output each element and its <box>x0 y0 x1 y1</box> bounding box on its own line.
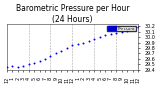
Point <box>131 28 134 30</box>
Point <box>126 30 128 31</box>
Point <box>88 40 90 42</box>
Point <box>71 45 74 46</box>
Point <box>49 55 52 57</box>
Point <box>137 27 139 28</box>
Point <box>66 47 68 49</box>
Point <box>76 43 79 44</box>
Point <box>104 35 106 36</box>
Point <box>33 62 35 63</box>
Point <box>38 60 41 62</box>
Point <box>55 53 57 54</box>
Point <box>11 65 13 67</box>
Title: Barometric Pressure per Hour
(24 Hours): Barometric Pressure per Hour (24 Hours) <box>16 4 129 24</box>
Point <box>120 31 123 32</box>
Point <box>115 32 117 33</box>
Point <box>22 66 24 67</box>
Point <box>82 42 85 43</box>
Point <box>5 66 8 68</box>
Legend: Pressure: Pressure <box>107 26 136 31</box>
Point <box>27 64 30 65</box>
Point <box>60 50 63 51</box>
Point <box>109 34 112 35</box>
Point <box>98 36 101 38</box>
Point <box>44 58 46 60</box>
Point <box>16 67 19 68</box>
Point <box>93 39 96 40</box>
